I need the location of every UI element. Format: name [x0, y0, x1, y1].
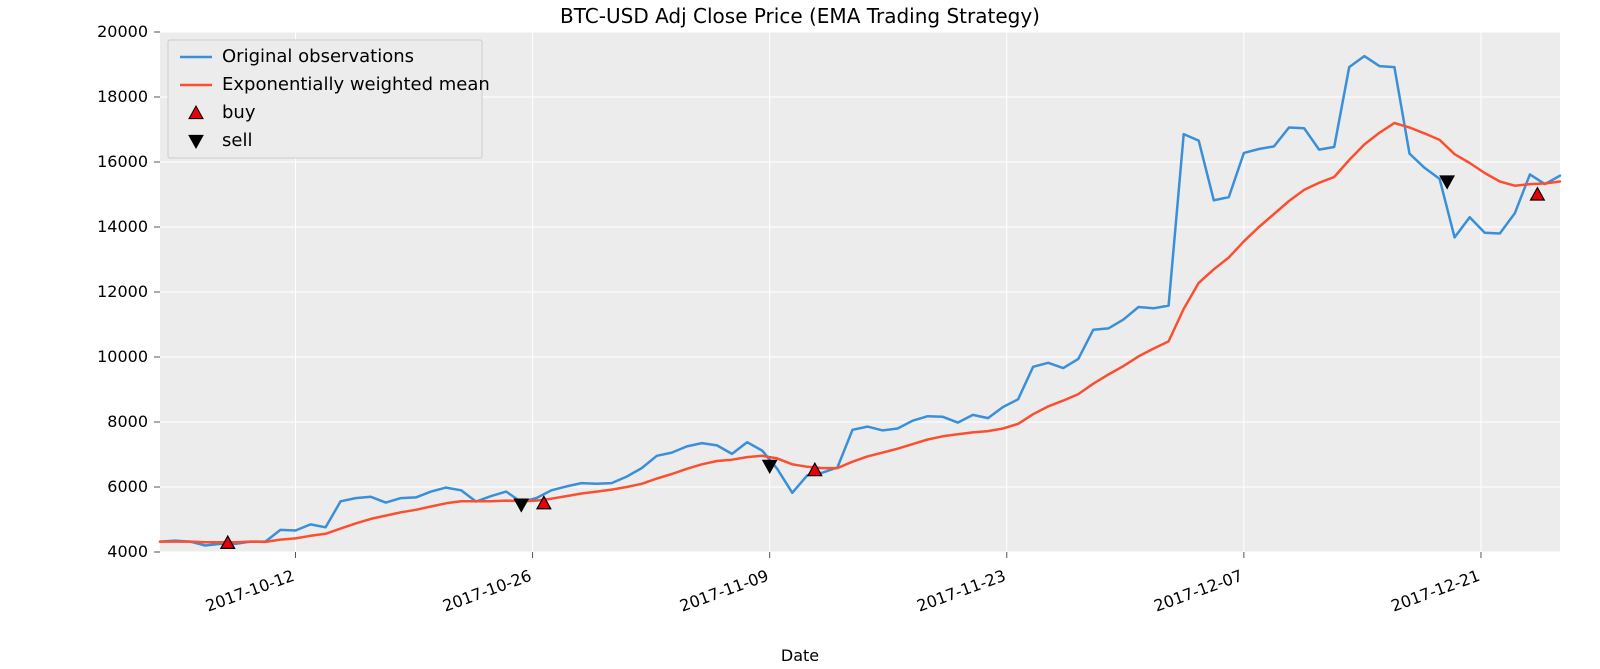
legend-label: Original observations [222, 46, 414, 67]
ytick-label: 4000 [107, 542, 148, 561]
xtick-label: 2017-11-09 [677, 566, 771, 616]
ytick-label: 14000 [97, 217, 148, 236]
ytick-label: 6000 [107, 477, 148, 496]
ytick-label: 12000 [97, 282, 148, 301]
xtick-label: 2017-12-21 [1388, 566, 1482, 616]
chart-container: BTC-USD Adj Close Price (EMA Trading Str… [0, 0, 1600, 669]
ytick-label: 16000 [97, 152, 148, 171]
xtick-label: 2017-11-23 [914, 566, 1008, 616]
xtick-label: 2017-10-26 [440, 566, 534, 616]
chart-svg: 4000600080001000012000140001600018000200… [0, 0, 1600, 669]
ytick-label: 10000 [97, 347, 148, 366]
x-axis-label: Date [0, 646, 1600, 665]
ytick-label: 18000 [97, 87, 148, 106]
ytick-label: 8000 [107, 412, 148, 431]
legend-label: sell [222, 130, 252, 151]
xtick-label: 2017-10-12 [203, 566, 297, 616]
chart-title: BTC-USD Adj Close Price (EMA Trading Str… [0, 4, 1600, 28]
xtick-label: 2017-12-07 [1151, 566, 1245, 616]
legend-label: Exponentially weighted mean [222, 74, 490, 95]
legend-label: buy [222, 102, 256, 123]
